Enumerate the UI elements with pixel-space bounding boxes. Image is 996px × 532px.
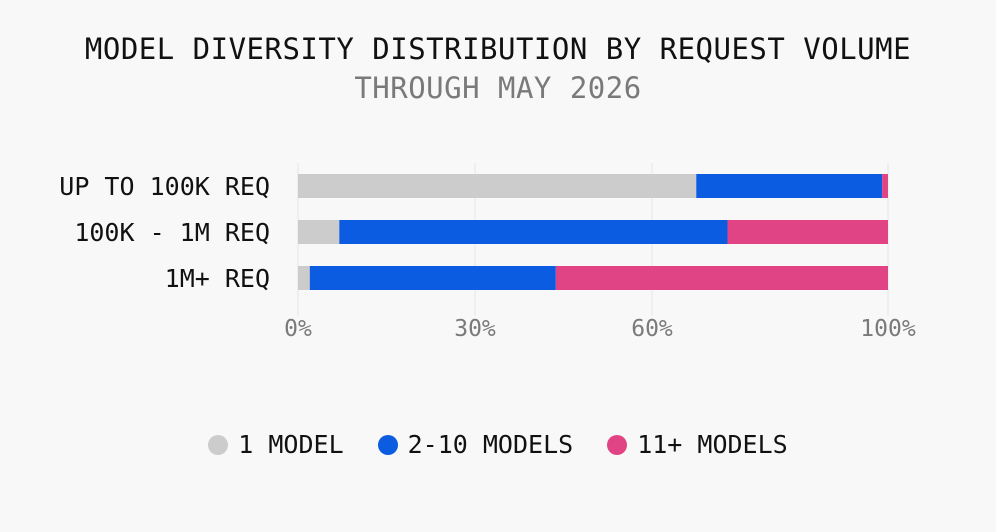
category-label-2: 1M+ REQ bbox=[165, 264, 270, 293]
bar-segment-0-0 bbox=[298, 174, 697, 198]
legend-swatch-2-10-models bbox=[377, 434, 398, 455]
chart-title: MODEL DIVERSITY DISTRIBUTION BY REQUEST … bbox=[84, 32, 912, 66]
bar-segment-2-0 bbox=[298, 266, 310, 290]
bar-segment-2-2 bbox=[555, 266, 888, 290]
x-tick-label-2: 60% bbox=[631, 316, 673, 342]
category-label-1: 100K - 1M REQ bbox=[74, 218, 270, 247]
legend-item-1-model: 1 MODEL bbox=[208, 430, 344, 459]
bar-segment-0-1 bbox=[696, 174, 883, 198]
legend-item-11-plus-models: 11+ MODELS bbox=[607, 430, 788, 459]
legend-label-1-model: 1 MODEL bbox=[238, 430, 344, 459]
x-tick-label-3: 100% bbox=[860, 316, 916, 342]
legend-label-11-plus-models: 11+ MODELS bbox=[637, 430, 788, 459]
legend-item-2-10-models: 2-10 MODELS bbox=[377, 430, 574, 459]
bar-segment-1-1 bbox=[339, 220, 728, 244]
x-tick-label-1: 30% bbox=[454, 316, 496, 342]
legend: 1 MODEL 2-10 MODELS 11+ MODELS bbox=[0, 430, 996, 459]
bar-segment-2-1 bbox=[309, 266, 556, 290]
bar-segment-1-0 bbox=[298, 220, 340, 244]
legend-label-2-10-models: 2-10 MODELS bbox=[407, 430, 574, 459]
bar-segment-0-2 bbox=[882, 174, 888, 198]
legend-swatch-1-model bbox=[208, 434, 229, 455]
chart-subtitle: THROUGH MAY 2026 bbox=[354, 71, 642, 105]
bar-segment-1-2 bbox=[727, 220, 888, 244]
bar-chart: UP TO 100K REQ 100K - 1M REQ 1M+ REQ 0% 30% 6… bbox=[59, 163, 916, 342]
x-tick-label-0: 0% bbox=[284, 316, 312, 342]
category-label-0: UP TO 100K REQ bbox=[59, 172, 270, 201]
legend-swatch-11-plus-models bbox=[607, 434, 628, 455]
